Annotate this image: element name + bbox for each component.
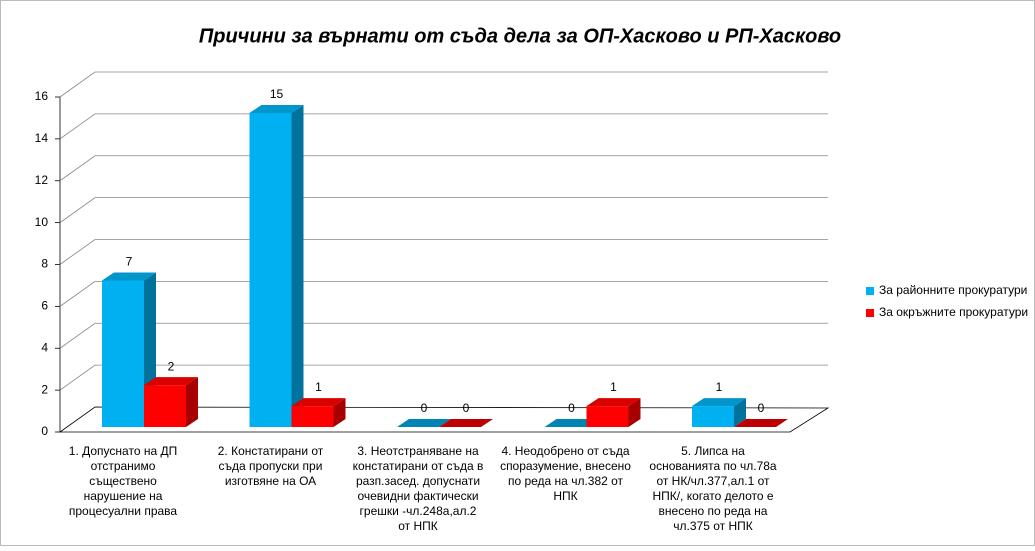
y-tick-label: 2: [41, 382, 48, 396]
bar-top: [439, 419, 493, 427]
grid-line: [59, 71, 828, 98]
grid-line: [59, 280, 828, 307]
y-tick-label: 12: [35, 173, 49, 187]
grid-line: [59, 197, 828, 223]
legend-swatch: [866, 287, 874, 295]
legend-swatch: [866, 309, 874, 317]
grid-line: [59, 239, 828, 265]
data-label: 0: [568, 401, 575, 415]
bar-top: [397, 419, 451, 427]
bar-front: [102, 280, 144, 427]
data-label: 0: [758, 401, 765, 415]
chart-title: Причини за върнати от съда дела за ОП-Ха…: [199, 25, 841, 47]
bar: [439, 419, 493, 427]
bar-side: [186, 377, 198, 427]
x-tick-label: 2. Констатирани от съда пропуски при изгот…: [218, 444, 324, 488]
grid-line: [59, 322, 828, 349]
bar-front: [144, 385, 186, 427]
y-tick-label: 4: [41, 340, 48, 354]
bar-top: [291, 398, 346, 407]
bar-side: [734, 398, 746, 427]
bar: [249, 104, 304, 427]
floor: [58, 406, 830, 433]
bar: [291, 398, 346, 427]
bar: [586, 398, 641, 427]
bar: [692, 398, 746, 427]
bar-side: [628, 398, 641, 427]
bar-front: [249, 112, 292, 427]
grid-line: [59, 113, 828, 140]
y-tick-label: 0: [41, 424, 48, 438]
x-tick-label: 4. Неодобрено от съда споразумение, внесе…: [500, 444, 631, 503]
x-tick-label: 1. Допуснато на ДП отстранимо съществено на…: [69, 444, 178, 518]
bar: [144, 377, 198, 427]
bar-side: [291, 104, 304, 427]
bar-top: [249, 104, 304, 113]
data-label: 1: [315, 380, 322, 394]
grid-line: [59, 364, 828, 391]
data-label: 1: [716, 380, 723, 394]
y-tick-label: 16: [35, 89, 49, 103]
data-label: 15: [270, 87, 284, 101]
bar: [397, 419, 451, 427]
y-tick-label: 10: [35, 215, 49, 229]
data-label: 2: [168, 359, 175, 373]
bar-top: [102, 272, 156, 281]
bar-front: [586, 406, 629, 427]
bar-top: [734, 419, 788, 427]
bar-front: [692, 406, 734, 427]
bar-top: [586, 398, 641, 407]
x-tick-label: 5. Липса на основанията по чл.78а от НК/чл…: [649, 444, 777, 533]
bar-top: [544, 419, 599, 427]
grid-line: [59, 155, 828, 182]
bar-top: [144, 377, 198, 386]
y-tick-label: 14: [35, 131, 49, 145]
legend-label: За окръжните прокуратури: [879, 305, 1028, 319]
y-tick-label: 6: [41, 299, 48, 313]
data-label: 0: [421, 401, 428, 415]
bar: [734, 419, 788, 427]
data-label: 1: [610, 380, 617, 394]
y-tick-label: 8: [41, 257, 48, 271]
bar-top: [692, 398, 746, 407]
legend-label: За районните прокуратури: [879, 283, 1027, 297]
bar-side: [333, 398, 346, 427]
data-label: 0: [463, 401, 470, 415]
bar-front: [291, 406, 334, 427]
x-tick-label: 3. Неотстраняване на констатирани от съда…: [353, 444, 484, 533]
data-label: 7: [126, 255, 133, 269]
bar: [544, 419, 599, 427]
